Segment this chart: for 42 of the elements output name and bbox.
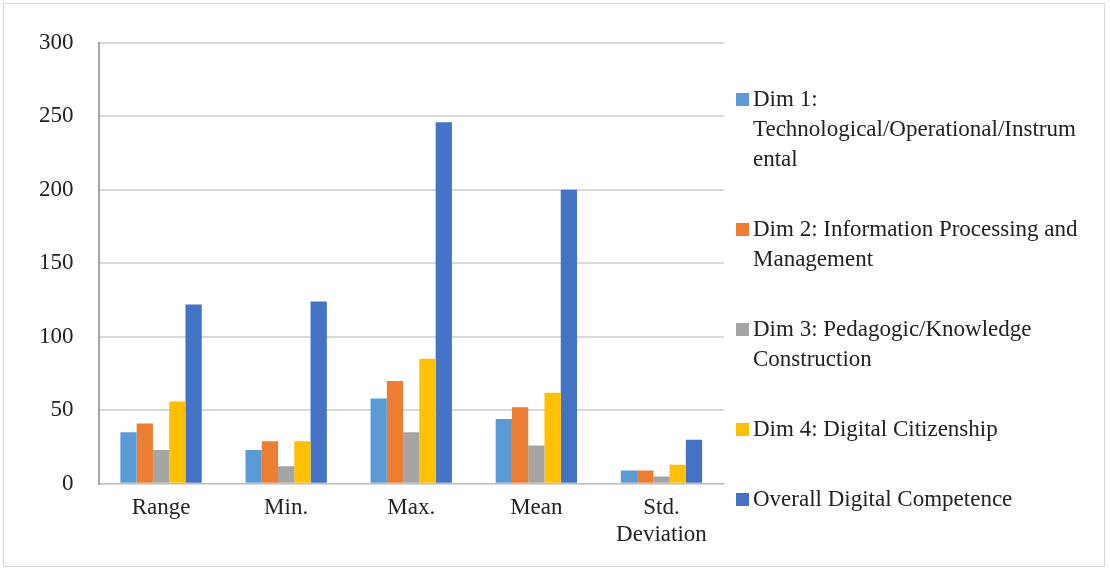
bar [120, 432, 137, 483]
legend-label: Dim 4: Digital Citizenship [753, 415, 998, 443]
bar [294, 441, 311, 483]
y-tick-label: 150 [39, 249, 74, 275]
bar [152, 449, 170, 483]
bar [435, 122, 452, 483]
bar [511, 407, 529, 483]
bar [136, 423, 153, 483]
bar [560, 189, 578, 483]
bar [278, 466, 295, 483]
y-tick-label: 200 [39, 175, 74, 201]
bar [185, 304, 202, 483]
bar [620, 470, 638, 483]
bar [669, 464, 686, 483]
legend-label: Dim 1: Technological/Operational/Instrumental [753, 85, 1077, 173]
bar [403, 432, 420, 483]
bar [310, 301, 327, 483]
bar [245, 449, 262, 483]
x-tick-label: Range [131, 493, 191, 519]
x-tick-label: Mean [510, 493, 564, 519]
x-tick-label: Min. [264, 493, 309, 519]
bar [370, 398, 387, 483]
y-tick-label: 300 [39, 28, 74, 54]
bar [544, 392, 561, 483]
y-tick-label: 100 [39, 322, 74, 348]
bar [261, 441, 279, 483]
y-tick-label: 250 [39, 102, 74, 128]
y-tick-label: 50 [50, 396, 74, 422]
bar [528, 445, 545, 483]
legend-label: Dim 3: Pedagogic/Knowledge Construction [753, 315, 1033, 373]
bar [419, 358, 436, 483]
bar [653, 476, 670, 483]
bar [386, 380, 404, 483]
bar [169, 401, 186, 483]
x-tick-label: Std. Deviation [616, 493, 708, 547]
bar [685, 439, 703, 483]
y-tick-label: 0 [62, 469, 74, 495]
x-tick-label: Max. [387, 493, 436, 519]
bar [495, 419, 512, 483]
legend-label: Overall Digital Competence [753, 485, 1013, 513]
bar [637, 470, 654, 483]
legend-label: Dim 2: Information Processing and Management [753, 215, 1079, 273]
